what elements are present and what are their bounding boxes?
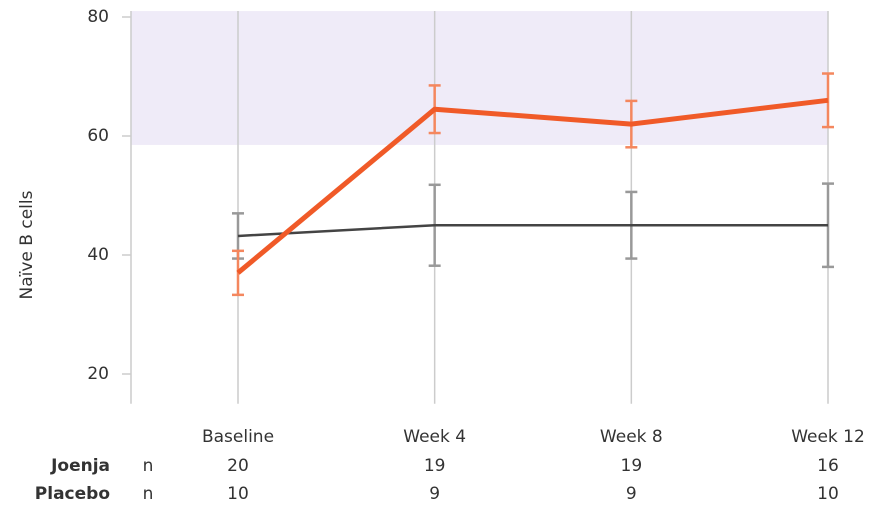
- n-value: 9: [626, 484, 637, 504]
- n-value: 16: [817, 456, 839, 476]
- n-value: 19: [621, 456, 643, 476]
- n-value: 10: [227, 484, 249, 504]
- n-label: n: [143, 456, 154, 476]
- legend-label: Placebo: [35, 484, 110, 504]
- n-label: n: [143, 484, 154, 504]
- n-value: 9: [429, 484, 440, 504]
- reference-band: [131, 11, 828, 145]
- y-tick-label: 40: [87, 245, 109, 265]
- x-tick-label: Week 12: [791, 427, 865, 447]
- y-tick-label: 80: [87, 7, 109, 27]
- series-line: [237, 224, 828, 238]
- n-value: 19: [424, 456, 446, 476]
- y-axis-label: Naïve B cells: [17, 190, 37, 299]
- n-value: 20: [227, 456, 249, 476]
- y-tick-label: 20: [87, 364, 109, 384]
- legend-label: Joenja: [50, 456, 110, 476]
- x-tick-label: Week 8: [600, 427, 663, 447]
- series-line: [236, 97, 829, 275]
- y-tick-label: 60: [87, 126, 109, 146]
- x-tick-label: Week 4: [403, 427, 466, 447]
- x-tick-label: Baseline: [202, 427, 274, 447]
- n-value: 10: [817, 484, 839, 504]
